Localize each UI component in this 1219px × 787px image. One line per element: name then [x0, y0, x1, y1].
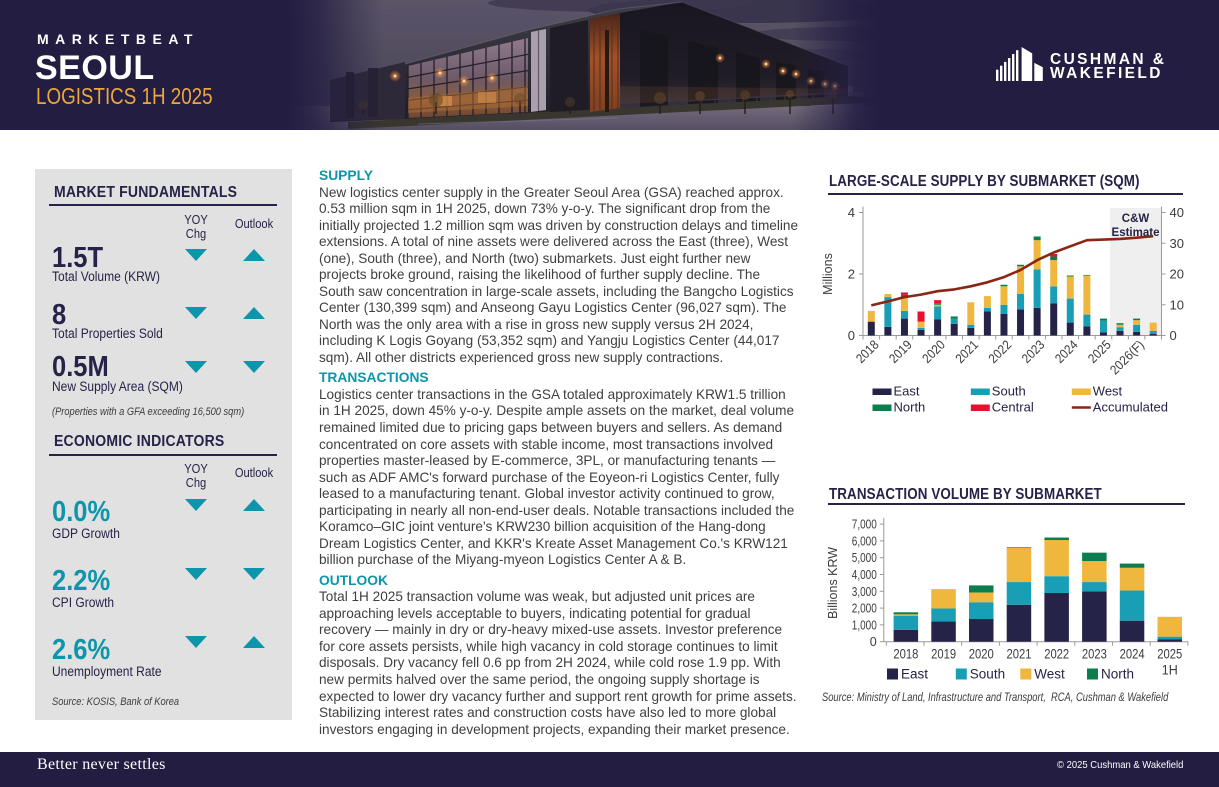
svg-text:2022: 2022	[985, 337, 1014, 366]
svg-text:South: South	[992, 384, 1026, 399]
svg-text:2025: 2025	[1157, 646, 1182, 662]
svg-text:North: North	[1101, 667, 1134, 682]
svg-text:East: East	[901, 667, 928, 682]
svg-text:2020: 2020	[969, 646, 994, 662]
svg-text:3,000: 3,000	[852, 584, 877, 599]
svg-text:South: South	[970, 667, 1005, 682]
svg-text:2026(F): 2026(F)	[1107, 337, 1147, 377]
svg-text:10: 10	[1170, 297, 1184, 312]
svg-text:Millions: Millions	[821, 253, 835, 295]
svg-text:30: 30	[1170, 236, 1184, 251]
svg-text:1,000: 1,000	[852, 617, 877, 632]
svg-text:2018: 2018	[893, 646, 918, 662]
svg-text:0: 0	[848, 328, 855, 343]
svg-text:4,000: 4,000	[852, 567, 877, 582]
svg-text:2021: 2021	[1007, 646, 1032, 662]
svg-text:2020: 2020	[919, 337, 948, 366]
svg-text:0: 0	[1170, 328, 1177, 343]
svg-text:Central: Central	[992, 400, 1034, 415]
svg-text:2019: 2019	[931, 646, 956, 662]
svg-text:0: 0	[870, 634, 877, 649]
svg-text:West: West	[1034, 667, 1065, 682]
svg-text:2023: 2023	[1019, 337, 1048, 366]
svg-text:2,000: 2,000	[852, 601, 877, 616]
svg-text:1H: 1H	[1162, 662, 1178, 678]
svg-text:2024: 2024	[1052, 337, 1081, 366]
svg-text:2024: 2024	[1120, 646, 1145, 662]
svg-text:East: East	[894, 384, 920, 399]
svg-text:2025: 2025	[1085, 337, 1114, 366]
svg-text:20: 20	[1170, 267, 1184, 282]
svg-text:Accumulated: Accumulated	[1093, 400, 1168, 415]
svg-text:4: 4	[848, 205, 855, 220]
svg-text:6,000: 6,000	[852, 533, 877, 548]
svg-text:Billions KRW: Billions KRW	[826, 547, 840, 619]
svg-text:2: 2	[848, 267, 855, 282]
svg-text:40: 40	[1170, 205, 1184, 220]
svg-text:North: North	[894, 400, 926, 415]
svg-text:2018: 2018	[853, 337, 882, 366]
svg-text:West: West	[1093, 384, 1123, 399]
svg-text:7,000: 7,000	[852, 517, 877, 532]
svg-text:5,000: 5,000	[852, 550, 877, 565]
svg-text:2022: 2022	[1044, 646, 1069, 662]
svg-text:C&W: C&W	[1122, 213, 1150, 225]
svg-text:2021: 2021	[952, 337, 981, 366]
svg-text:2019: 2019	[886, 337, 915, 366]
svg-text:2023: 2023	[1082, 646, 1107, 662]
